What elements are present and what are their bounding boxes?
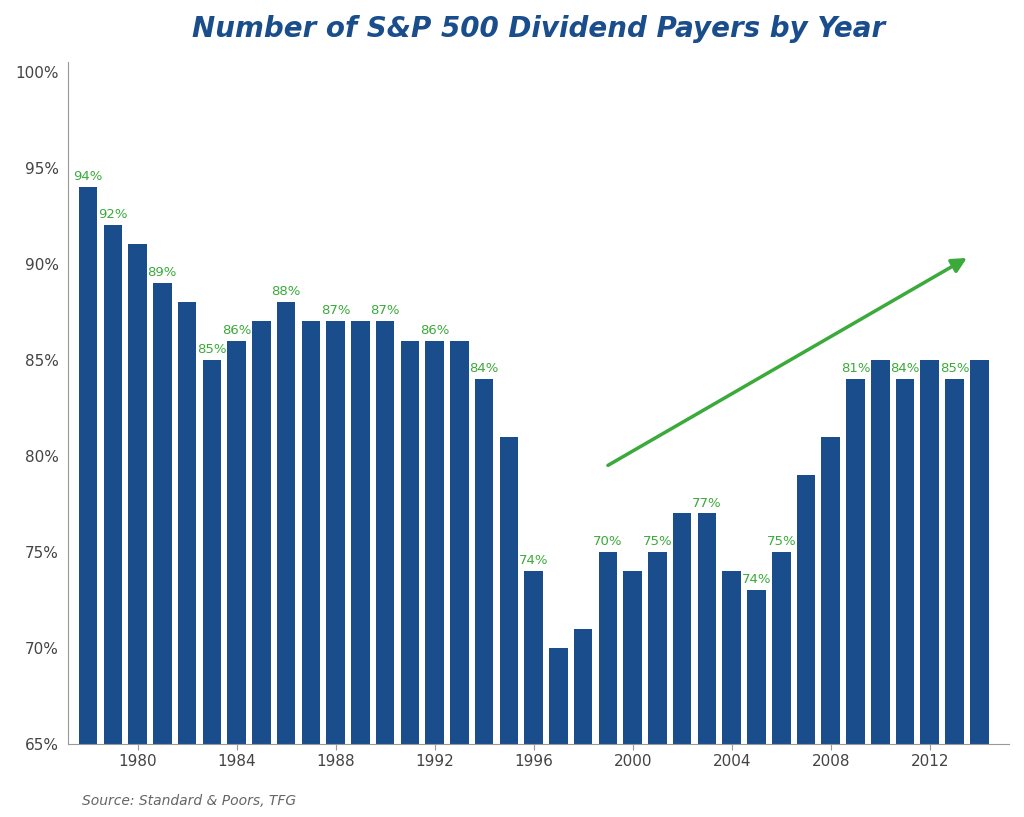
Text: 86%: 86%	[222, 324, 251, 337]
Bar	[846, 379, 865, 817]
Text: 81%: 81%	[841, 362, 870, 375]
Bar	[524, 571, 543, 817]
Text: 74%: 74%	[741, 574, 771, 587]
Text: 77%: 77%	[692, 497, 722, 510]
Text: 70%: 70%	[593, 535, 623, 548]
Text: 84%: 84%	[469, 362, 499, 375]
Bar	[599, 551, 617, 817]
Bar	[153, 283, 172, 817]
Text: 75%: 75%	[766, 535, 796, 548]
Bar	[772, 551, 791, 817]
Bar	[351, 321, 370, 817]
Bar	[748, 590, 766, 817]
Bar	[178, 302, 197, 817]
Bar	[376, 321, 394, 817]
Bar	[896, 379, 914, 817]
Bar	[573, 628, 593, 817]
Text: 85%: 85%	[940, 362, 970, 375]
Text: 92%: 92%	[98, 208, 128, 221]
Bar	[203, 359, 221, 817]
Bar	[425, 341, 444, 817]
Text: 89%: 89%	[147, 266, 177, 279]
Text: Source: Standard & Poors, TFG: Source: Standard & Poors, TFG	[82, 794, 296, 808]
Text: 87%: 87%	[371, 305, 399, 318]
Text: 88%: 88%	[271, 285, 301, 298]
Bar	[648, 551, 667, 817]
Text: 85%: 85%	[197, 343, 226, 356]
Bar	[549, 648, 567, 817]
Text: 94%: 94%	[74, 170, 102, 183]
Title: Number of S&P 500 Dividend Payers by Year: Number of S&P 500 Dividend Payers by Yea…	[193, 15, 885, 43]
Bar	[301, 321, 321, 817]
Text: 86%: 86%	[420, 324, 450, 337]
Bar	[227, 341, 246, 817]
Bar	[451, 341, 469, 817]
Bar	[624, 571, 642, 817]
Bar	[276, 302, 295, 817]
Bar	[723, 571, 741, 817]
Text: 74%: 74%	[519, 554, 549, 567]
Bar	[500, 436, 518, 817]
Bar	[871, 359, 890, 817]
Bar	[970, 359, 988, 817]
Bar	[103, 225, 122, 817]
Text: 87%: 87%	[321, 305, 350, 318]
Bar	[128, 244, 146, 817]
Text: 84%: 84%	[890, 362, 920, 375]
Bar	[921, 359, 939, 817]
Bar	[400, 341, 419, 817]
Bar	[697, 513, 716, 817]
Bar	[797, 475, 815, 817]
Bar	[475, 379, 494, 817]
Bar	[327, 321, 345, 817]
Bar	[945, 379, 964, 817]
Bar	[673, 513, 691, 817]
Bar	[252, 321, 270, 817]
Bar	[821, 436, 840, 817]
Bar	[79, 187, 97, 817]
Text: 75%: 75%	[643, 535, 673, 548]
